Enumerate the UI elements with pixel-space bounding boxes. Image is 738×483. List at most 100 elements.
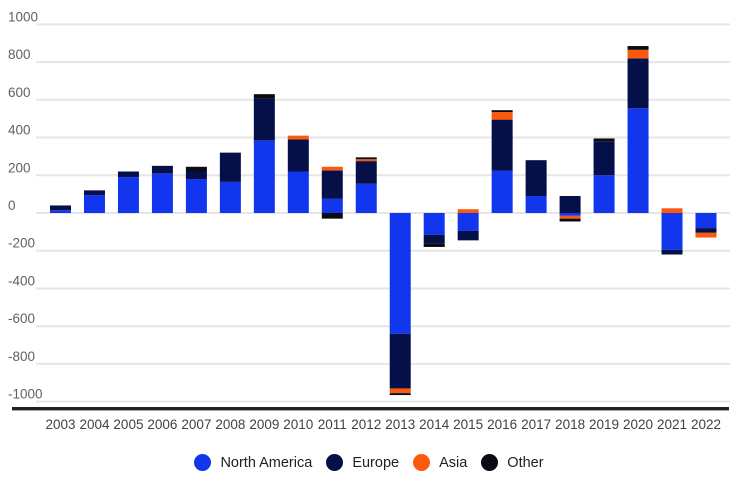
bar-segment-2013-asia[interactable] — [389, 388, 411, 394]
legend-label: Other — [507, 454, 544, 471]
bar-segment-2020-asia[interactable] — [627, 49, 649, 59]
y-axis-tick-label: 400 — [8, 123, 31, 138]
bar-segment-2007-europe[interactable] — [185, 171, 207, 180]
bar-segment-2019-north-america[interactable] — [593, 175, 615, 213]
x-axis-tick-label: 2012 — [351, 417, 381, 432]
bar-segment-2003-north-america[interactable] — [50, 210, 71, 213]
x-axis-tick-label: 2003 — [45, 417, 75, 432]
x-axis-tick-label: 2006 — [147, 417, 177, 432]
bar-segment-2018-other[interactable] — [559, 218, 581, 222]
y-axis-tick-label: 1000 — [8, 9, 38, 24]
bar-segment-2014-europe[interactable] — [423, 234, 445, 244]
x-axis-tick-label: 2016 — [487, 417, 517, 432]
x-axis-tick-label: 2007 — [181, 417, 211, 432]
bar-segment-2020-europe[interactable] — [627, 58, 649, 109]
x-axis-tick-label: 2004 — [79, 417, 110, 432]
y-axis-tick-label: 600 — [8, 85, 31, 100]
bar-segment-2007-north-america[interactable] — [185, 179, 207, 213]
bar-segment-2021-europe[interactable] — [661, 249, 683, 255]
bar-segment-2022-asia[interactable] — [695, 232, 717, 238]
bar-segment-2021-north-america[interactable] — [661, 213, 683, 250]
x-axis-tick-label: 2013 — [385, 417, 415, 432]
legend-swatch-icon — [326, 454, 344, 471]
bar-segment-2017-europe[interactable] — [525, 160, 547, 197]
legend-item-asia[interactable]: Asia — [413, 454, 467, 471]
bar-segment-2016-asia[interactable] — [491, 112, 513, 120]
bar-segment-2013-other[interactable] — [389, 393, 411, 396]
x-axis-tick-label: 2011 — [318, 417, 347, 432]
bar-segment-2014-other[interactable] — [423, 243, 445, 247]
x-axis-tick-label: 2017 — [521, 417, 551, 432]
y-axis-tick-label: 800 — [8, 47, 31, 62]
bar-segment-2010-europe[interactable] — [287, 139, 309, 172]
stacked-bar-chart: 10008006004002000-200-400-600-800-100020… — [8, 9, 730, 432]
bar-segment-2006-north-america[interactable] — [151, 173, 173, 213]
bar-segment-2010-north-america[interactable] — [287, 171, 309, 213]
bar-segment-2021-asia[interactable] — [661, 208, 683, 213]
bar-segment-2009-other[interactable] — [253, 94, 275, 99]
bar-segment-2004-europe[interactable] — [83, 190, 105, 196]
bar-segment-2015-europe[interactable] — [457, 230, 479, 241]
bar-segment-2019-other[interactable] — [593, 138, 615, 142]
bar-segment-2013-north-america[interactable] — [389, 213, 411, 334]
x-axis-tick-label: 2021 — [657, 417, 687, 432]
bar-segment-2016-europe[interactable] — [491, 119, 513, 171]
y-axis-tick-label: -800 — [8, 349, 35, 364]
x-axis-tick-label: 2010 — [283, 417, 313, 432]
bar-segment-2019-europe[interactable] — [593, 141, 615, 176]
bar-segment-2005-north-america[interactable] — [117, 177, 139, 213]
x-axis-tick-label: 2018 — [555, 417, 585, 432]
bar-segment-2010-asia[interactable] — [287, 135, 309, 140]
legend-label: North America — [220, 454, 313, 471]
legend-swatch-icon — [413, 454, 431, 471]
bar-segment-2020-other[interactable] — [627, 46, 649, 50]
bar-segment-2015-asia[interactable] — [457, 209, 479, 213]
bar-segment-2020-north-america[interactable] — [627, 108, 649, 213]
bar-segment-2016-north-america[interactable] — [491, 170, 513, 213]
bar-segment-2022-europe[interactable] — [695, 228, 717, 233]
bar-segment-2007-other[interactable] — [185, 166, 207, 172]
bar-segment-2008-europe[interactable] — [219, 152, 241, 182]
legend-item-north-america[interactable]: North America — [194, 454, 312, 471]
bar-segment-2011-europe[interactable] — [321, 170, 343, 199]
x-axis-tick-label: 2020 — [623, 417, 653, 432]
bar-segment-2012-north-america[interactable] — [355, 183, 377, 213]
bar-segment-2008-north-america[interactable] — [219, 181, 241, 213]
legend-swatch-icon — [481, 454, 499, 471]
x-axis-tick-label: 2008 — [215, 417, 245, 432]
bar-segment-2014-north-america[interactable] — [423, 213, 445, 235]
bar-segment-2012-europe[interactable] — [355, 161, 377, 184]
legend-item-europe[interactable]: Europe — [326, 454, 399, 471]
bar-segment-2016-other[interactable] — [491, 110, 513, 113]
bar-segment-2013-europe[interactable] — [389, 333, 411, 389]
bar-segment-2018-north-america[interactable] — [559, 213, 581, 216]
bar-segment-2011-north-america[interactable] — [321, 198, 343, 213]
bar-segment-2003-europe[interactable] — [50, 205, 71, 211]
x-axis-tick-label: 2009 — [249, 417, 279, 432]
bar-segment-2018-asia[interactable] — [559, 215, 581, 219]
bar-segment-2009-north-america[interactable] — [253, 140, 275, 213]
x-axis-baseline — [12, 407, 729, 411]
y-axis-tick-label: -1000 — [8, 387, 43, 402]
bar-segment-2022-north-america[interactable] — [695, 213, 717, 229]
x-axis-tick-label: 2022 — [691, 417, 721, 432]
bar-segment-2011-asia[interactable] — [321, 166, 343, 171]
bar-segment-2006-europe[interactable] — [151, 165, 173, 174]
legend-swatch-icon — [194, 454, 212, 471]
y-axis-tick-label: 0 — [8, 198, 16, 213]
y-axis-tick-label: 200 — [8, 160, 31, 175]
bar-segment-2015-north-america[interactable] — [457, 213, 479, 231]
bar-segment-2012-other[interactable] — [355, 157, 377, 160]
bar-segment-2018-europe[interactable] — [559, 196, 581, 213]
bar-segment-2017-north-america[interactable] — [525, 196, 547, 213]
legend-item-other[interactable]: Other — [481, 454, 544, 471]
x-axis-tick-label: 2005 — [113, 417, 143, 432]
bar-segment-2009-europe[interactable] — [253, 98, 275, 141]
chart-legend: North America Europe Asia Other — [0, 454, 738, 471]
x-axis-tick-label: 2015 — [453, 417, 483, 432]
bar-segment-2004-north-america[interactable] — [83, 195, 105, 213]
bar-segment-2012-asia[interactable] — [355, 159, 377, 162]
bar-segment-2011-other[interactable] — [321, 213, 343, 219]
bar-segment-2005-europe[interactable] — [117, 171, 139, 178]
